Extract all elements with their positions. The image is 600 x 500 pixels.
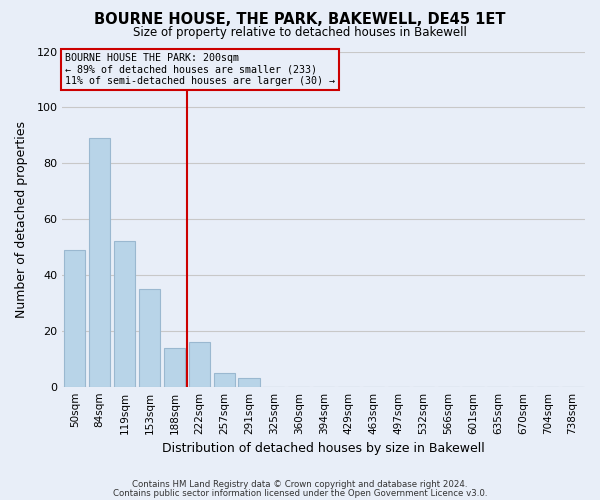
X-axis label: Distribution of detached houses by size in Bakewell: Distribution of detached houses by size … [162,442,485,455]
Bar [188,342,210,386]
Text: Size of property relative to detached houses in Bakewell: Size of property relative to detached ho… [133,26,467,39]
Y-axis label: Number of detached properties: Number of detached properties [15,120,28,318]
Bar [139,289,160,386]
Text: Contains public sector information licensed under the Open Government Licence v3: Contains public sector information licen… [113,488,487,498]
Bar [238,378,260,386]
Bar [214,372,235,386]
Text: BOURNE HOUSE THE PARK: 200sqm
← 89% of detached houses are smaller (233)
11% of : BOURNE HOUSE THE PARK: 200sqm ← 89% of d… [65,53,335,86]
Bar [164,348,185,387]
Text: BOURNE HOUSE, THE PARK, BAKEWELL, DE45 1ET: BOURNE HOUSE, THE PARK, BAKEWELL, DE45 1… [94,12,506,28]
Bar [89,138,110,386]
Text: Contains HM Land Registry data © Crown copyright and database right 2024.: Contains HM Land Registry data © Crown c… [132,480,468,489]
Bar [64,250,85,386]
Bar [114,242,135,386]
